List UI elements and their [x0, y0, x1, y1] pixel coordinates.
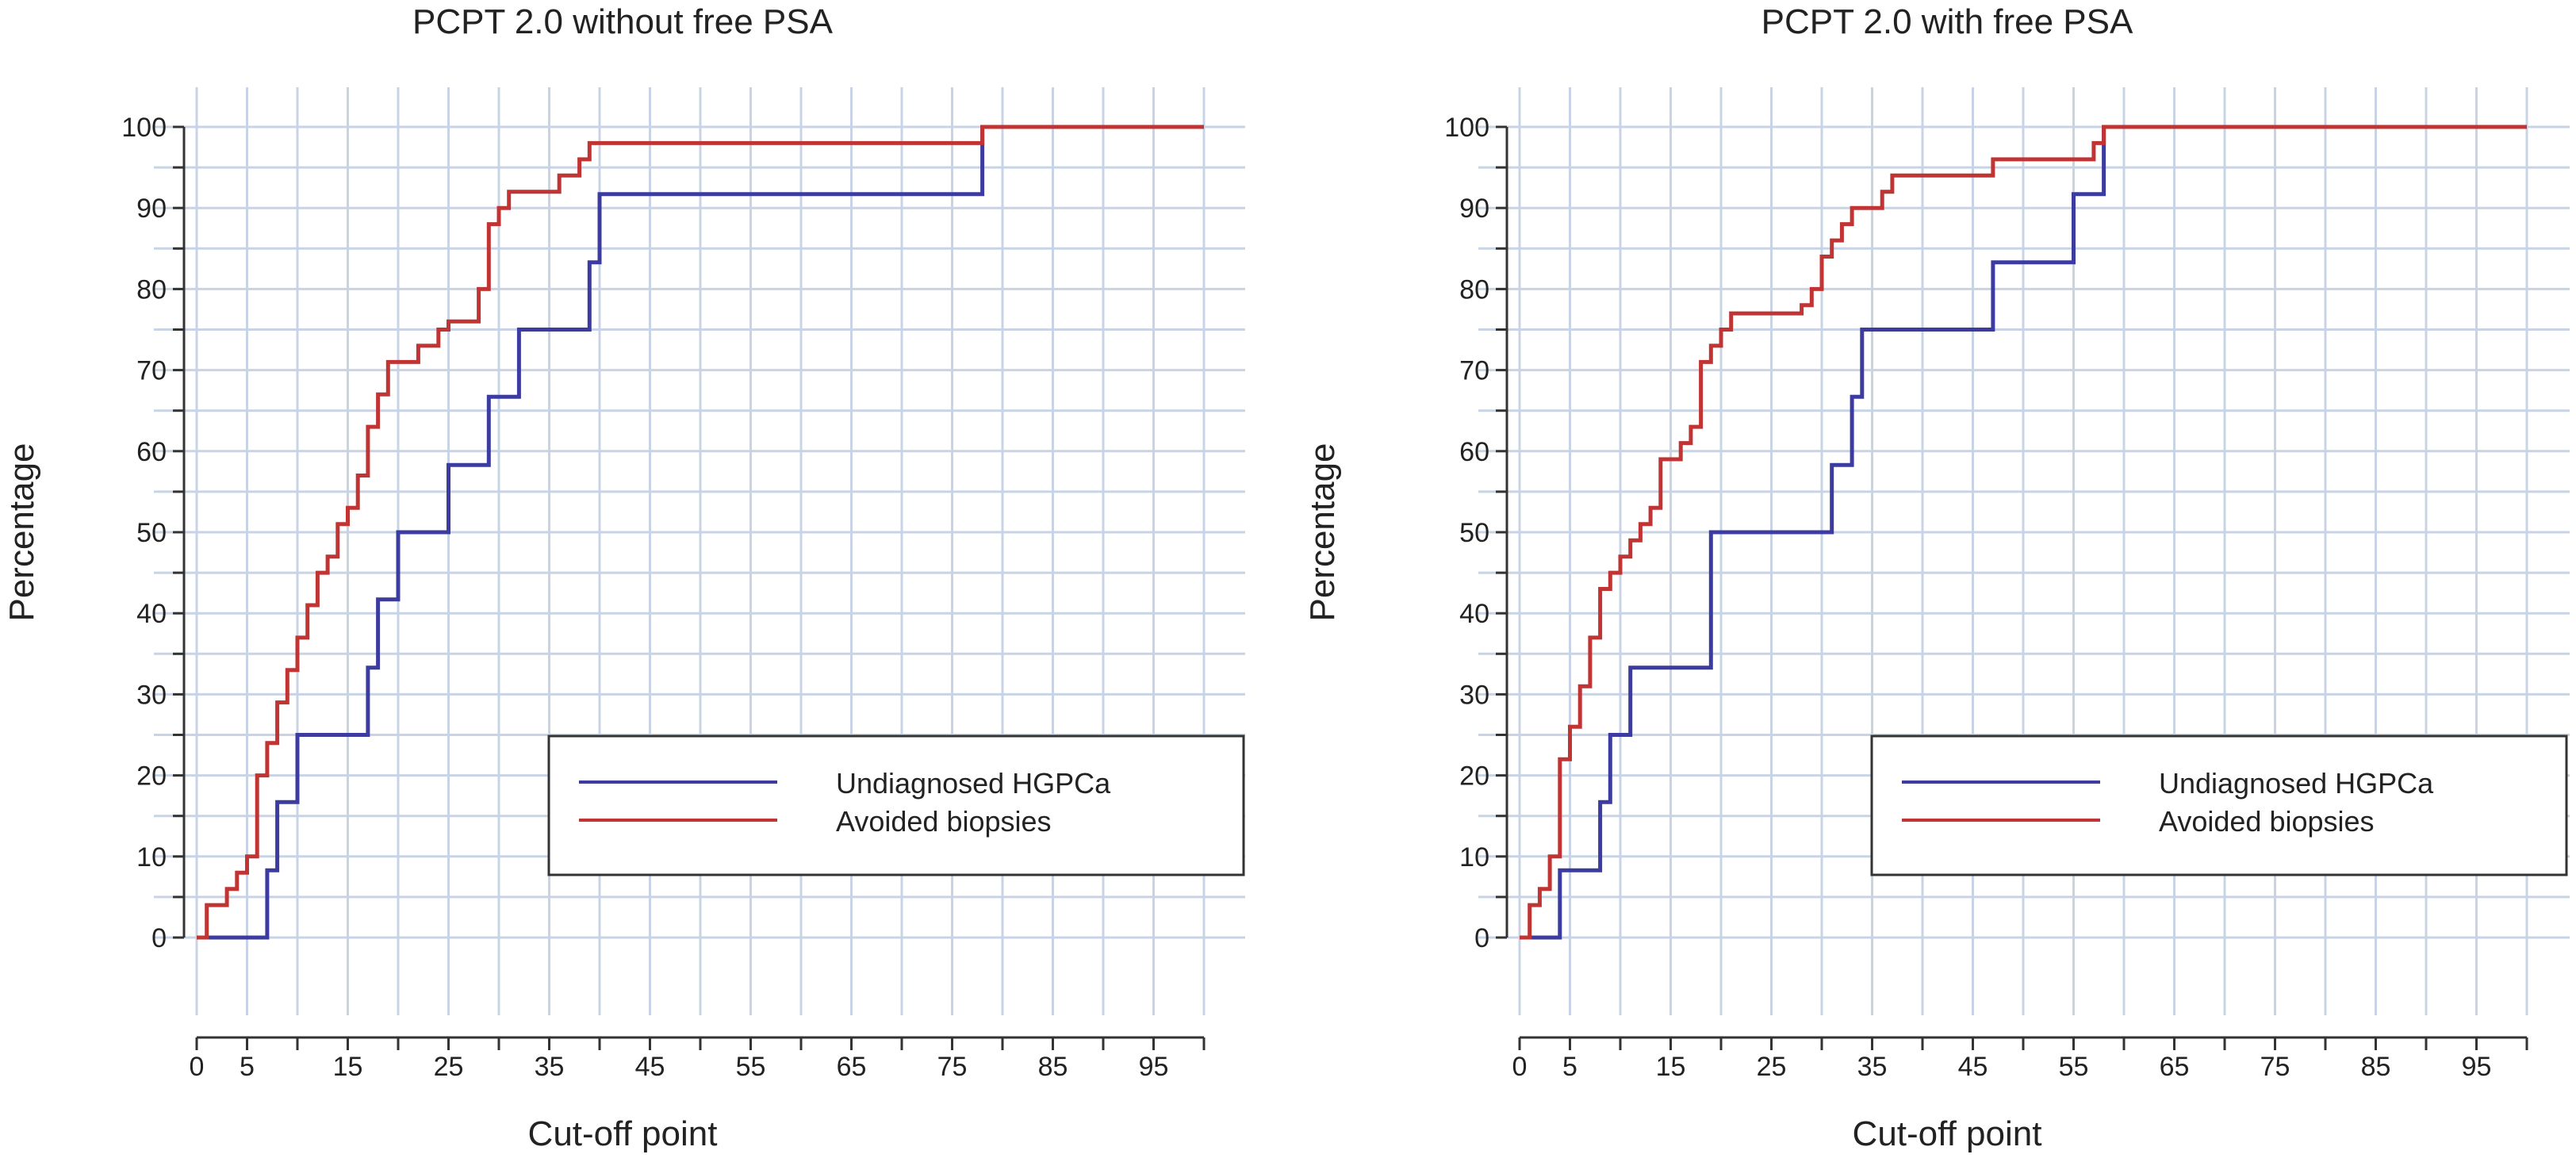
- y-tick-label: 50: [1459, 518, 1489, 548]
- x-tick-label: 55: [736, 1052, 766, 1082]
- x-tick-label: 0: [190, 1052, 205, 1082]
- legend: Undiagnosed HGPCa Avoided biopsies: [1870, 734, 2568, 876]
- y-tick-label: 20: [1459, 761, 1489, 792]
- x-axis-label: Cut-off point: [528, 1114, 718, 1153]
- y-tick-label: 40: [1459, 599, 1489, 629]
- y-tick-label: 100: [121, 113, 167, 143]
- x-tick-label: 15: [333, 1052, 363, 1082]
- series-line-avoided-biopsies: [1520, 125, 2527, 940]
- x-axis: 0 5 15 25 35 45 55 65 75 85 95: [190, 1036, 1206, 1082]
- y-axis-label: Percentage: [2, 443, 41, 621]
- x-axis-label: Cut-off point: [1853, 1114, 2042, 1153]
- y-tick-label: 0: [151, 923, 167, 953]
- chart-title: PCPT 2.0 without free PSA: [412, 2, 834, 41]
- x-tick-label: 25: [1757, 1052, 1787, 1082]
- y-axis: 0 10 20 30 40 50 60 70 80 90 100: [121, 113, 186, 953]
- legend-label: Avoided biopsies: [836, 805, 1052, 838]
- y-tick-label: 40: [136, 599, 167, 629]
- x-tick-label: 45: [1958, 1052, 1988, 1082]
- legend-label: Undiagnosed HGPCa: [836, 767, 1111, 800]
- chart-panel-2: PCPT 2.0 with free PSA010203040506070809…: [1303, 2, 2570, 1153]
- y-tick-label: 50: [136, 518, 167, 548]
- legend-label: Avoided biopsies: [2159, 805, 2375, 838]
- x-tick-label: 95: [2462, 1052, 2492, 1082]
- x-tick-label: 35: [1857, 1052, 1888, 1082]
- y-tick-label: 90: [1459, 194, 1489, 224]
- x-tick-label: 65: [837, 1052, 867, 1082]
- x-tick-label: 95: [1139, 1052, 1169, 1082]
- chart-panel-1: PCPT 2.0 without free PSA010203040506070…: [2, 2, 1245, 1153]
- x-tick-label: 55: [2059, 1052, 2089, 1082]
- x-tick-label: 85: [1038, 1052, 1068, 1082]
- x-tick-label: 85: [2361, 1052, 2391, 1082]
- y-axis: 0 10 20 30 40 50 60 70 80 90 100: [1444, 113, 1508, 953]
- y-tick-label: 60: [1459, 437, 1489, 467]
- x-tick-label: 45: [635, 1052, 665, 1082]
- x-tick-label: 35: [535, 1052, 565, 1082]
- series-line-avoided-biopsies: [197, 125, 1204, 940]
- y-tick-label: 30: [1459, 680, 1489, 710]
- chart-title: PCPT 2.0 with free PSA: [1761, 2, 2133, 41]
- x-tick-label: 0: [1512, 1052, 1528, 1082]
- y-tick-label: 30: [136, 680, 167, 710]
- y-axis-label: Percentage: [1303, 443, 1342, 621]
- y-tick-label: 10: [1459, 842, 1489, 872]
- legend: Undiagnosed HGPCa Avoided biopsies: [547, 734, 1245, 876]
- x-tick-label: 25: [434, 1052, 464, 1082]
- x-axis: 0 5 15 25 35 45 55 65 75 85 95: [1512, 1036, 2528, 1082]
- x-tick-label: 15: [1656, 1052, 1686, 1082]
- legend-box: [1870, 734, 2568, 876]
- legend-box: [547, 734, 1245, 876]
- y-tick-label: 10: [136, 842, 167, 872]
- x-tick-label: 65: [2160, 1052, 2190, 1082]
- x-tick-label: 5: [1562, 1052, 1577, 1082]
- y-tick-label: 70: [1459, 356, 1489, 386]
- series-line-undiagnosed-hgpca: [197, 125, 1204, 940]
- y-tick-label: 100: [1444, 113, 1489, 143]
- y-tick-label: 80: [1459, 274, 1489, 305]
- x-tick-label: 5: [240, 1052, 255, 1082]
- y-tick-label: 90: [136, 194, 167, 224]
- y-tick-label: 80: [136, 274, 167, 305]
- legend-label: Undiagnosed HGPCa: [2159, 767, 2434, 800]
- series-line-undiagnosed-hgpca: [1520, 125, 2527, 940]
- y-tick-label: 0: [1474, 923, 1489, 953]
- y-tick-label: 60: [136, 437, 167, 467]
- y-tick-label: 70: [136, 356, 167, 386]
- x-tick-label: 75: [2260, 1052, 2290, 1082]
- y-tick-label: 20: [136, 761, 167, 792]
- x-tick-label: 75: [937, 1052, 968, 1082]
